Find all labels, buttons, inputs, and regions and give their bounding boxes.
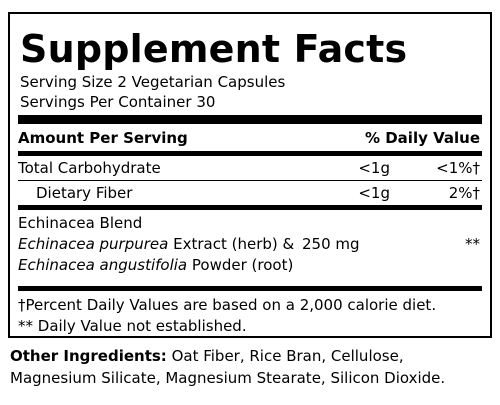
panel-title: Supplement Facts <box>20 27 408 71</box>
blend-ingredient-2-species: Echinacea angustifolia <box>18 256 188 274</box>
table-row: Total Carbohydrate <1g <1%† <box>18 156 482 180</box>
thin-divider <box>18 180 482 181</box>
medium-divider <box>18 205 482 210</box>
nutrient-name: Total Carbohydrate <box>18 159 161 177</box>
medium-divider <box>18 151 482 156</box>
blend-ingredient-1-species: Echinacea purpurea <box>18 235 169 253</box>
nutrient-dv: <1%† <box>436 159 480 177</box>
nutrient-dv: 2%† <box>448 184 480 202</box>
daily-value-header: % Daily Value <box>364 129 480 147</box>
other-ingredients: Other Ingredients: Oat Fiber, Rice Bran,… <box>10 345 492 389</box>
nutrient-amount: <1g <box>358 184 390 202</box>
blend-row: Echinacea Blend Echinacea purpurea Extra… <box>18 210 482 286</box>
thick-divider <box>18 115 482 124</box>
blend-ingredient-2-part: Powder (root) <box>187 256 294 274</box>
footnote-not-established: ** Daily Value not established. <box>18 317 247 335</box>
supplement-facts-panel: Supplement Facts Serving Size 2 Vegetari… <box>8 12 492 338</box>
medium-divider <box>18 286 482 291</box>
blend-description: Echinacea Blend Echinacea purpurea Extra… <box>18 213 302 286</box>
blend-ingredient-2: Echinacea angustifolia Powder (root) <box>18 255 302 276</box>
blend-ingredient-1-part: Extract (herb) & <box>168 235 295 253</box>
table-header: Amount Per Serving % Daily Value <box>18 124 482 151</box>
blend-amount: 250 mg <box>302 235 360 253</box>
blend-name: Echinacea Blend <box>18 214 143 232</box>
table-row: Dietary Fiber <1g 2%† <box>18 181 482 205</box>
amount-per-serving-header: Amount Per Serving <box>18 129 188 147</box>
servings-per-container: Servings Per Container 30 <box>20 93 216 111</box>
blend-ingredient-1: Echinacea purpurea Extract (herb) & <box>18 234 302 255</box>
nutrient-name: Dietary Fiber <box>36 184 133 202</box>
nutrient-amount: <1g <box>358 159 390 177</box>
serving-size: Serving Size 2 Vegetarian Capsules <box>20 73 286 91</box>
footnotes: †Percent Daily Values are based on a 2,0… <box>18 291 482 337</box>
footnote-dv: †Percent Daily Values are based on a 2,0… <box>18 296 437 314</box>
blend-dv: ** <box>465 235 480 253</box>
other-ingredients-text: Oat Fiber, Rice Bran, Cellulose, Magnesi… <box>10 347 446 387</box>
other-ingredients-label: Other Ingredients: <box>10 347 167 365</box>
